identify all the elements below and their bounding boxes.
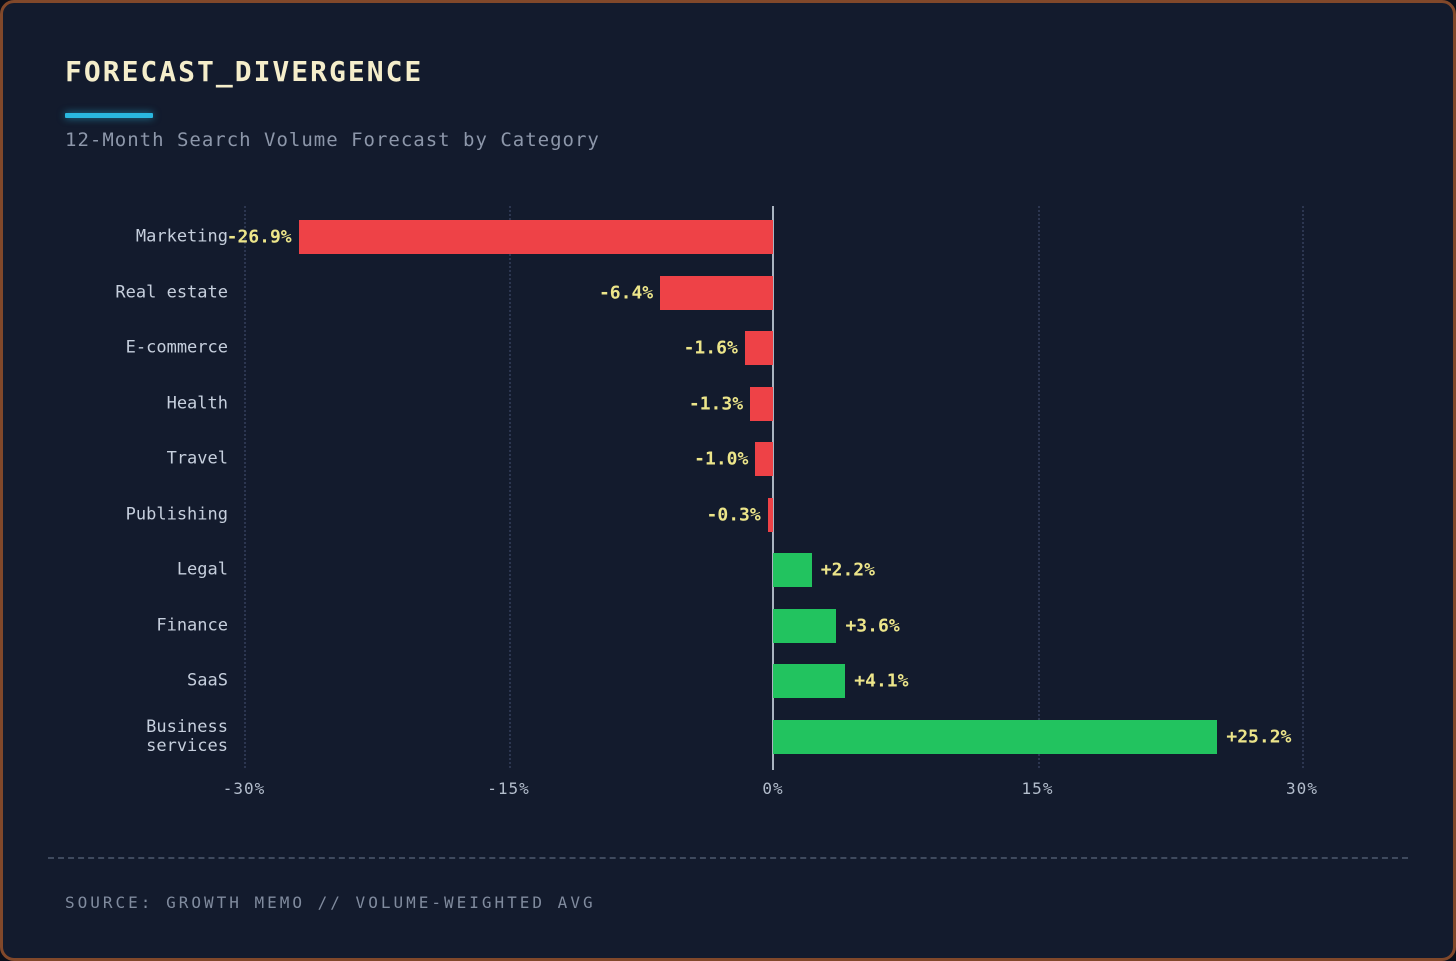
category-label-saas: SaaS (187, 670, 228, 691)
gridline--15 (508, 206, 511, 768)
bar-real-estate (660, 275, 773, 310)
page-title: FORECAST_DIVERGENCE (65, 55, 424, 88)
bar-travel (755, 442, 773, 477)
category-label-e-commerce: E-commerce (125, 337, 228, 358)
bar-health (750, 386, 773, 421)
x-tick-label-30: 30% (1286, 779, 1318, 798)
value-label-publishing: -0.3% (706, 504, 761, 526)
bar-chart-plot-area: -30% -15% 0% 15% 30% Marketing -26.9% Real esta… (3, 3, 1453, 958)
chart-subtitle: 12-Month Search Volume Forecast by Categ… (65, 129, 600, 151)
value-label-real-estate: -6.4% (598, 282, 654, 304)
source-attribution: SOURCE: GROWTH MEMO // VOLUME-WEIGHTED A… (65, 893, 596, 912)
value-label-marketing: -26.9% (226, 226, 292, 248)
category-label-marketing: Marketing (135, 226, 228, 247)
value-label-health: -1.3% (688, 393, 744, 415)
category-label-real-estate: Real estate (115, 282, 228, 303)
value-label-finance: +3.6% (845, 615, 900, 637)
bar-marketing (298, 220, 773, 254)
value-label-travel: -1.0% (694, 448, 749, 470)
title-accent-underline (65, 113, 153, 118)
category-label-publishing: Publishing (125, 504, 228, 525)
category-label-business-services: Business services (146, 716, 228, 756)
bar-saas (773, 664, 846, 699)
bar-business-services (773, 719, 1218, 754)
x-tick-label-0: 0% (762, 779, 784, 798)
category-label-legal: Legal (176, 559, 228, 580)
bar-legal (773, 553, 812, 588)
bar-finance (773, 608, 837, 643)
gridline-15 (1037, 206, 1040, 768)
value-label-saas: +4.1% (854, 670, 909, 692)
category-label-health: Health (166, 393, 228, 414)
gridline-30 (1302, 206, 1304, 768)
zero-baseline (772, 206, 774, 770)
x-tick-label--15: -15% (487, 779, 530, 798)
gridline--30 (244, 206, 246, 768)
value-label-e-commerce: -1.6% (683, 337, 738, 359)
footer-divider (48, 857, 1408, 859)
category-label-travel: Travel (166, 448, 228, 469)
bar-publishing (767, 497, 773, 532)
value-label-business-services: +25.2% (1226, 726, 1292, 748)
category-label-finance: Finance (156, 615, 228, 636)
x-tick-label-15: 15% (1021, 779, 1054, 798)
x-tick-label--30: -30% (222, 779, 266, 798)
value-label-legal: +2.2% (820, 559, 875, 581)
bar-e-commerce (744, 331, 773, 366)
